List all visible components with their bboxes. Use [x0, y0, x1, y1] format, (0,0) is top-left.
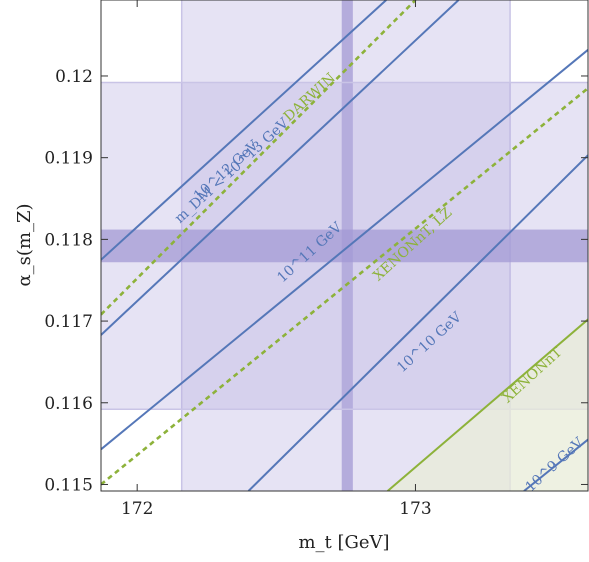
bands-layer — [101, 0, 588, 491]
y-tick-label: 0.115 — [44, 475, 93, 495]
series-line-5 — [101, 0, 417, 316]
axes-box — [100, 0, 589, 492]
y-tick-label: 0.12 — [55, 67, 93, 87]
y-tick-label: 0.116 — [44, 394, 93, 414]
y-axis-title: α_s(m_Z) — [14, 203, 35, 286]
series-line-1 — [101, 0, 460, 336]
ticks-layer: 172 173 0.115 0.116 0.117 0.118 0.119 0.12 — [44, 0, 588, 519]
y-tick-label: 0.118 — [44, 230, 93, 250]
series-layer — [101, 0, 588, 491]
series-line-0 — [101, 0, 387, 261]
series-line-xenonnt-boundary — [386, 318, 588, 491]
x-tick-label: 172 — [121, 499, 153, 519]
y-tick-label: 0.119 — [44, 149, 93, 169]
x-tick-label: 173 — [399, 499, 431, 519]
series-line-2 — [101, 49, 588, 451]
series-line-3 — [247, 154, 588, 491]
series-line-6 — [101, 87, 588, 486]
plot-frame — [100, 0, 589, 492]
x-axis-title: m_t [GeV] — [298, 532, 389, 553]
series-line-4 — [523, 438, 588, 491]
y-tick-label: 0.117 — [44, 312, 93, 332]
band-y-3 — [101, 229, 588, 263]
